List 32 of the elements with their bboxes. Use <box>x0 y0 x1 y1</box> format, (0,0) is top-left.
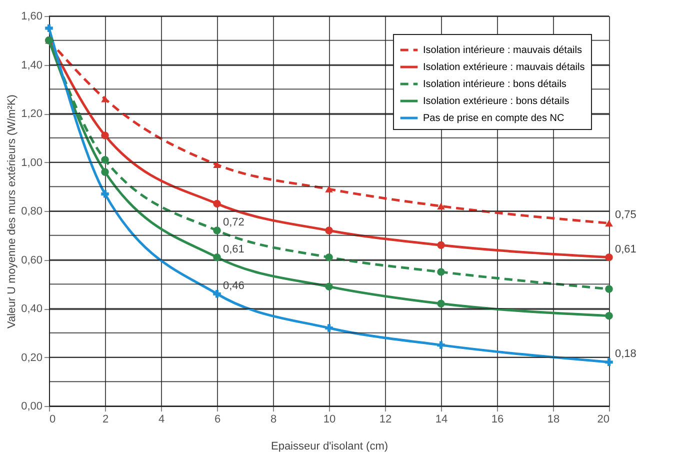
x-tick-label: 10 <box>323 414 336 426</box>
legend-label: Isolation extérieure : bons détails <box>423 96 570 107</box>
y-tick-label: 0,60 <box>21 254 42 266</box>
x-tick-label: 0 <box>50 414 56 426</box>
legend-label: Isolation intérieure : bons détails <box>423 79 566 90</box>
legend-label: Pas de prise en compte des NC <box>423 113 564 124</box>
y-tick-label: 1,60 <box>21 10 42 22</box>
y-tick-label: 0,40 <box>21 303 42 315</box>
x-tick-label: 18 <box>547 414 560 426</box>
x-axis-title: Epaisseur d'isolant (cm) <box>270 440 388 452</box>
x-tick-label: 12 <box>379 414 392 426</box>
y-tick-label: 0,80 <box>21 206 42 218</box>
data-label: 0,72 <box>223 216 244 228</box>
y-tick-label: 1,20 <box>21 108 42 120</box>
legend-label: Isolation intérieure : mauvais détails <box>423 45 582 56</box>
x-tick-label: 14 <box>435 414 448 426</box>
data-label: 0,61 <box>615 243 636 256</box>
y-tick-label: 1,00 <box>21 156 42 169</box>
data-label: 0,18 <box>615 348 636 360</box>
x-tick-label: 6 <box>214 414 221 426</box>
y-tick-label: 1,40 <box>21 59 42 72</box>
y-tick-label: 0,00 <box>21 400 42 412</box>
x-tick-label: 16 <box>491 414 504 426</box>
data-label: 0,75 <box>615 209 636 222</box>
x-tick-label: 4 <box>158 414 165 426</box>
y-tick-label: 0,20 <box>21 352 42 364</box>
x-tick-label: 8 <box>270 414 277 426</box>
y-axis-title: Valeur U moyenne des murs extérieurs (W/m²K) <box>6 94 18 328</box>
legend-label: Isolation extérieure : mauvais détails <box>423 62 585 73</box>
x-tick-label: 2 <box>102 414 109 426</box>
x-tick-label: 20 <box>597 414 610 426</box>
data-label: 0,61 <box>223 243 244 256</box>
